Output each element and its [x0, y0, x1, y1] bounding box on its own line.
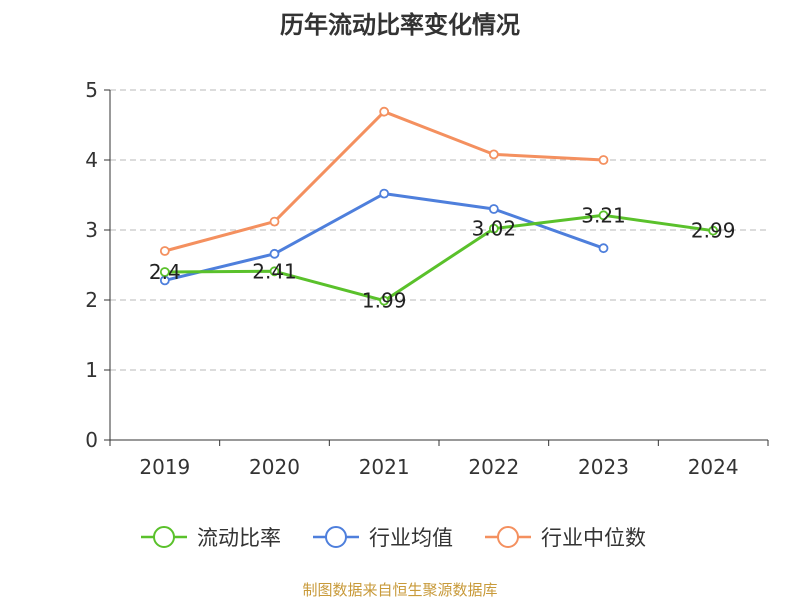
x-tick-label-2024: 2024 [688, 455, 739, 479]
data-label-2022: 3.02 [472, 217, 517, 241]
data-label-2024: 2.99 [691, 219, 736, 243]
chart-title: 历年流动比率变化情况 [280, 11, 520, 39]
legend-marker-流动比率 [153, 526, 175, 548]
series-lines [159, 106, 719, 306]
legend-label-行业中位数: 行业中位数 [541, 526, 646, 550]
x-tick-label-2019: 2019 [139, 455, 190, 479]
series-point-行业均值-2020 [269, 248, 280, 259]
series-point-行业中位数-2022 [488, 149, 499, 160]
source-note: 制图数据来自恒生聚源数据库 [302, 581, 497, 599]
series-point-行业均值-2021 [379, 188, 390, 199]
legend-marker-行业中位数 [497, 526, 519, 548]
series-point-流动比率-2021 [379, 295, 390, 306]
y-tick-label-0: 0 [85, 428, 98, 452]
legend-label-流动比率: 流动比率 [197, 526, 281, 550]
series-line-流动比率 [163, 213, 715, 303]
x-tick-label-2021: 2021 [359, 455, 410, 479]
data-labels: 2.4 2.41 1.99 3.02 3.21 2.99 [149, 203, 736, 312]
series-point-流动比率-2022 [488, 223, 499, 234]
y-tick-label-2: 2 [85, 288, 98, 312]
data-label-2020: 2.41 [252, 259, 297, 283]
data-label-2019: 2.4 [149, 260, 181, 284]
data-label-2021: 1.99 [362, 289, 407, 313]
series-point-行业中位数-2019 [159, 246, 170, 256]
x-tick-label-2022: 2022 [468, 455, 519, 479]
axes: 0 1 2 3 4 5 2019 2020 2021 2022 2023 2024 [85, 78, 769, 479]
legend: 流动比率 行业均值 行业中位数 [141, 526, 646, 550]
legend-label-行业均值: 行业均值 [369, 526, 453, 550]
series-point-行业中位数-2021 [379, 106, 390, 117]
series-point-流动比率-2020 [269, 266, 280, 277]
series-point-行业均值-2022 [488, 204, 499, 214]
x-tick-label-2020: 2020 [249, 455, 300, 479]
series-point-行业均值-2023 [598, 243, 609, 254]
y-tick-label-4: 4 [85, 148, 98, 172]
series-point-流动比率-2023 [598, 210, 609, 221]
y-tick-label-5: 5 [85, 78, 98, 102]
legend-marker-行业均值 [325, 526, 347, 548]
series-point-流动比率-2024 [708, 225, 719, 236]
series-point-流动比率-2019 [159, 267, 170, 277]
series-line-行业均值 [163, 192, 605, 282]
y-tick-label-3: 3 [85, 218, 98, 242]
y-tick-label-1: 1 [85, 358, 98, 382]
x-tick-label-2023: 2023 [578, 455, 629, 479]
series-point-行业中位数-2020 [269, 216, 280, 227]
series-point-行业中位数-2023 [598, 155, 609, 165]
data-label-2023: 3.21 [581, 203, 626, 227]
